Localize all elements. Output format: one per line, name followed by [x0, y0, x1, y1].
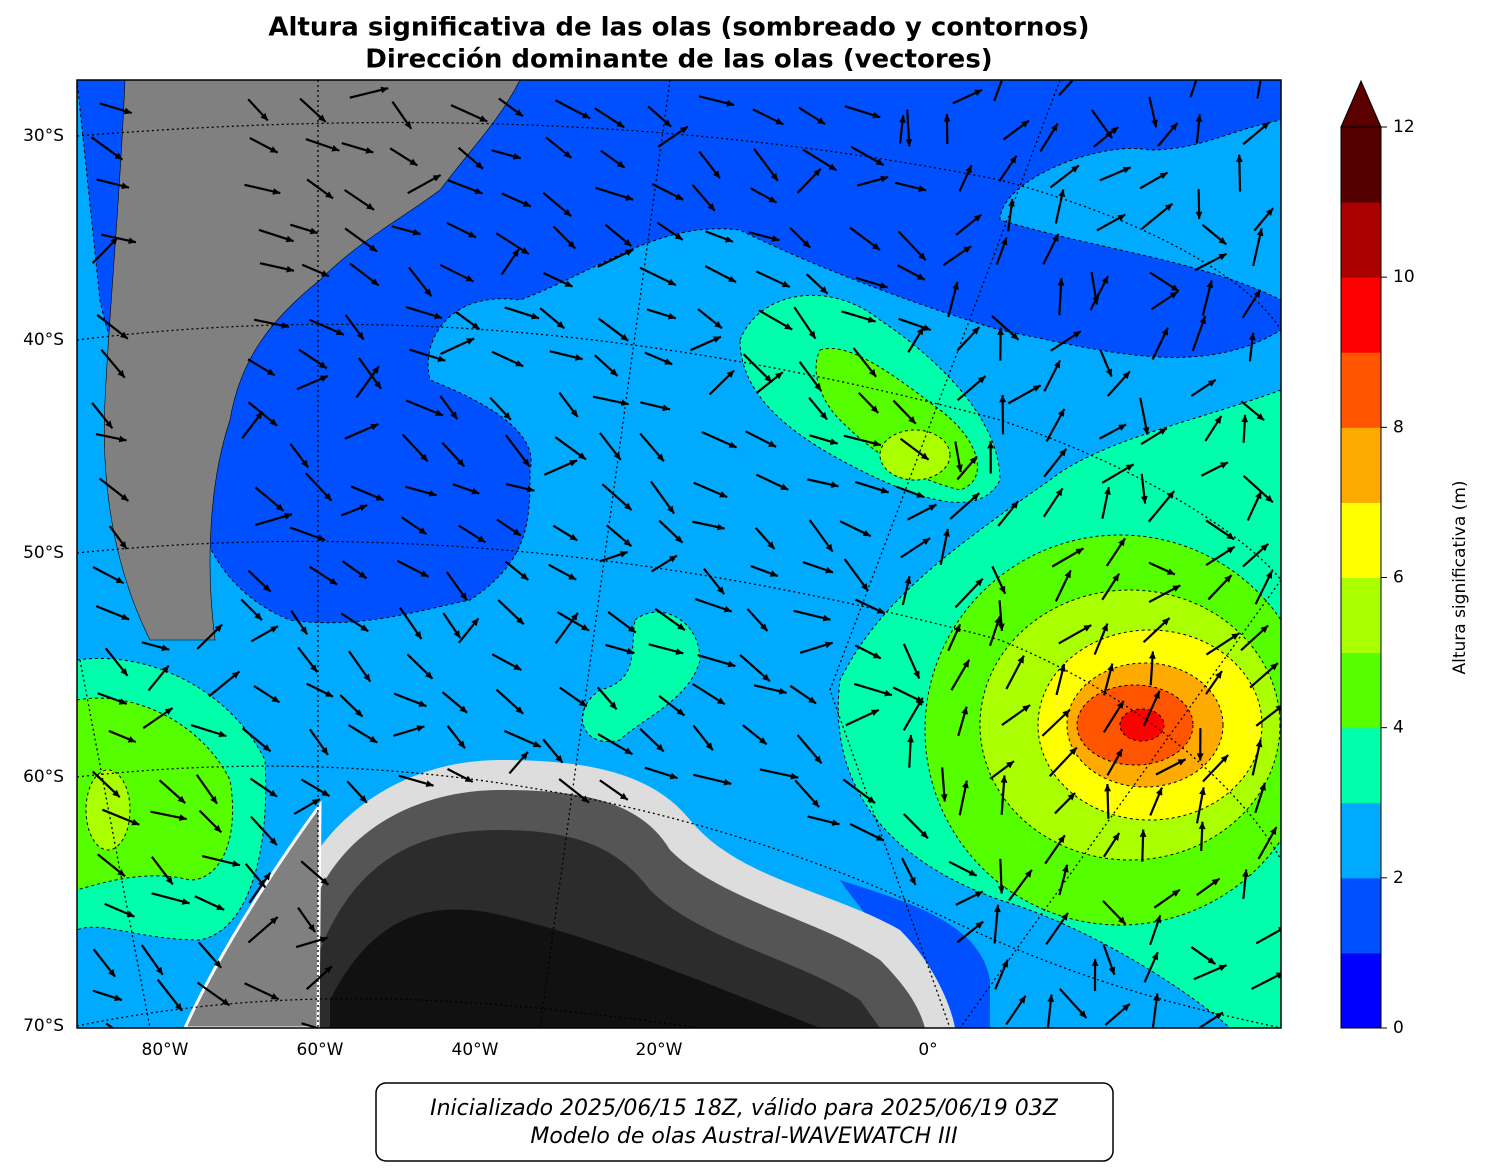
vector-head — [259, 1037, 267, 1043]
colorbar-label: Altura significativa (m) — [1450, 480, 1470, 674]
vector-head — [124, 1034, 132, 1041]
colorbar-tick-label: 4 — [1393, 718, 1404, 738]
lon-label: 80°W — [142, 1040, 189, 1060]
colorbar-tick-label: 10 — [1393, 267, 1415, 287]
lat-label: 60°S — [23, 767, 64, 787]
lon-label: 0° — [918, 1040, 937, 1060]
colorbar-band — [1341, 803, 1381, 879]
map — [77, 63, 1315, 1065]
lon-label: 40°W — [452, 1040, 499, 1060]
colorbar-tick-label: 12 — [1393, 117, 1415, 137]
colorbar-band — [1341, 728, 1381, 804]
colorbar-band — [1341, 352, 1381, 428]
wave-vector — [955, 1032, 960, 1065]
lat-label: 30°S — [23, 126, 64, 146]
lon-label: 60°W — [297, 1040, 344, 1060]
vector-head — [223, 1042, 231, 1049]
lat-label: 70°S — [23, 1016, 64, 1036]
colorbar-tick-label: 0 — [1393, 1018, 1404, 1038]
colorbar-band — [1341, 502, 1381, 578]
colorbar-band — [1341, 578, 1381, 654]
wave-vector — [201, 1031, 231, 1049]
colorbar-band — [1341, 953, 1381, 1029]
title-line: Dirección dominante de las olas (vectore… — [365, 45, 992, 75]
lon-label: 20°W — [636, 1040, 683, 1060]
vector-head — [1251, 1050, 1258, 1058]
footer-line: Modelo de olas Austral-WAVEWATCH III — [530, 1124, 957, 1149]
colorbar-band — [1341, 427, 1381, 503]
vector-head — [999, 72, 1005, 80]
colorbar-extend — [1341, 81, 1381, 127]
lat-label: 50°S — [23, 543, 64, 563]
footer-line: Inicializado 2025/06/15 18Z, válido para… — [430, 1096, 1059, 1121]
colorbar-band — [1341, 127, 1381, 203]
wave-vector — [242, 1030, 268, 1043]
colorbar-tick-label: 8 — [1393, 417, 1404, 437]
wave-vector — [1241, 1029, 1258, 1058]
lat-label: 40°S — [23, 330, 64, 350]
vector-head — [1258, 70, 1265, 78]
vector-head — [955, 1057, 962, 1065]
vector-head — [1074, 70, 1081, 78]
colorbar-tick-label: 2 — [1393, 868, 1404, 888]
colorbar: 0 2 4 6 8 10 12 Altura significativa (m) — [1341, 81, 1470, 1038]
colorbar-band — [1341, 202, 1381, 278]
colorbar-band — [1341, 277, 1381, 353]
colorbar-band — [1341, 653, 1381, 729]
vector-head — [328, 1029, 336, 1036]
footer-box — [376, 1083, 1113, 1161]
colorbar-band — [1341, 878, 1381, 954]
colorbar-tick-label: 6 — [1393, 568, 1404, 588]
title-line: Altura significativa de las olas (sombre… — [268, 13, 1089, 43]
vector-head — [1196, 63, 1202, 71]
